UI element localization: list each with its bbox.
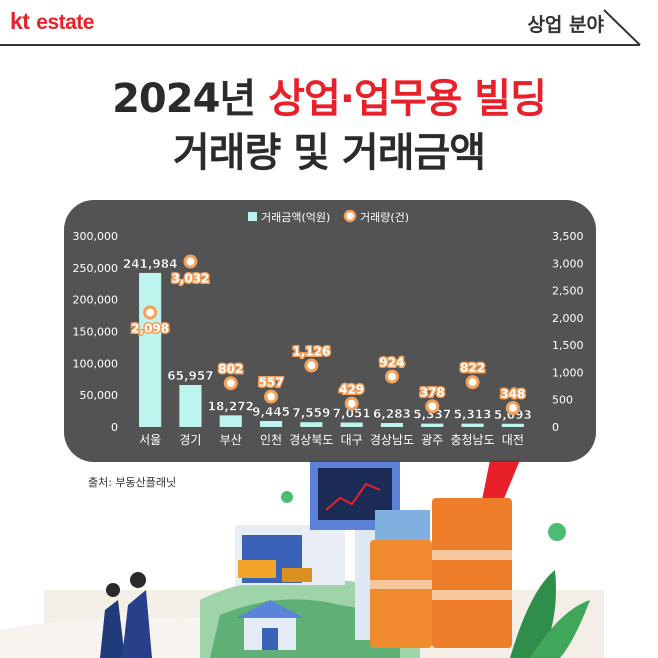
chart-legend: 거래금액(억원) 거래량(건) (248, 209, 409, 224)
title-year: 2024년 (112, 76, 269, 122)
scatter-point (183, 254, 198, 269)
category-label: 부산 (220, 433, 242, 447)
bar-value-label: 6,283 (373, 407, 411, 421)
scatter-point (344, 396, 359, 411)
scatter-point (425, 399, 440, 414)
bar (340, 422, 363, 427)
right-tick-label: 500 (552, 394, 573, 407)
scatter-point (143, 305, 158, 320)
scatter-point (304, 358, 319, 373)
bar-value-label: 241,984 (123, 257, 178, 271)
category-label: 충청남도 (450, 433, 494, 447)
category-labels: 서울 경기 부산 인천 경상북도 대구 경상남도 광주 충청남도 대전 (139, 432, 524, 447)
scatter-value-label: 3,032 (171, 272, 209, 286)
scatter-value-label: 2,098 (131, 322, 169, 336)
bar (300, 422, 323, 427)
logo-estate: estate (36, 11, 94, 34)
scatter-value-label: 348 (500, 387, 525, 401)
left-tick-label: 250,000 (73, 262, 119, 275)
right-tick-label: 2,000 (552, 312, 584, 325)
legend-bar-swatch (248, 212, 257, 221)
legend-bar-label: 거래금액(억원) (261, 211, 330, 224)
title-highlight: 상업·업무용 빌딩 (268, 76, 547, 122)
bar-value-label: 7,559 (292, 406, 330, 420)
category-label: 서울 (139, 433, 161, 447)
header: kt estate 상업 분야 (0, 0, 658, 46)
right-axis: 0 500 1,000 1,500 2,000 2,500 3,000 3,500 (552, 230, 584, 434)
left-tick-label: 150,000 (73, 326, 119, 339)
right-tick-label: 2,500 (552, 285, 584, 298)
bar (219, 415, 242, 427)
scatter-value-label: 557 (259, 376, 284, 390)
left-tick-label: 200,000 (73, 294, 119, 307)
bar-value-label: 9,445 (252, 405, 290, 419)
scatter-value-label: 822 (460, 361, 485, 375)
scatter-value-label: 924 (379, 356, 404, 370)
legend-scatter-label: 거래량(건) (360, 211, 409, 224)
category-label: 경기 (179, 433, 201, 447)
category-label: 광주 (421, 433, 443, 447)
left-axis: 0 50,000 100,000 150,000 200,000 250,000 300,0… (73, 230, 119, 434)
scatter-series (143, 254, 520, 416)
left-tick-label: 100,000 (73, 357, 119, 370)
category-label: 경상북도 (289, 433, 333, 447)
bar (139, 272, 162, 427)
right-tick-label: 1,500 (552, 339, 584, 352)
scatter-value-label: 1,126 (292, 345, 330, 359)
page-title: 2024년 상업·업무용 빌딩 거래량 및 거래금액 (0, 72, 658, 180)
header-corner-decoration (603, 9, 641, 46)
bar (179, 385, 202, 427)
logo-kt: kt (10, 8, 30, 34)
right-tick-label: 1,000 (552, 366, 584, 379)
header-divider (0, 44, 620, 46)
bar (421, 423, 444, 427)
kt-estate-logo: kt estate (10, 8, 94, 35)
bar-value-label: 5,337 (413, 408, 451, 422)
scatter-value-label: 802 (218, 362, 243, 376)
left-tick-label: 0 (111, 421, 118, 434)
bar (259, 420, 283, 427)
bar-value-label: 5,313 (454, 408, 492, 422)
left-tick-label: 50,000 (80, 389, 119, 402)
bar (380, 422, 404, 427)
bar-series (139, 272, 524, 427)
left-tick-label: 300,000 (73, 230, 119, 243)
section-label: 상업 분야 (527, 14, 604, 36)
bar-value-label: 18,272 (208, 399, 254, 413)
scatter-point (505, 401, 520, 416)
legend-scatter-swatch (343, 209, 357, 223)
scatter-point (264, 389, 279, 404)
bar-value-label: 7,051 (333, 407, 371, 421)
right-tick-label: 3,500 (552, 230, 584, 243)
category-label: 경상남도 (370, 433, 414, 447)
title-line2: 거래량 및 거래금액 (172, 130, 486, 176)
bar-value-label: 65,957 (167, 369, 213, 383)
bar (461, 423, 484, 427)
scatter-value-label: 378 (420, 385, 445, 399)
right-tick-label: 3,000 (552, 257, 584, 270)
right-tick-label: 0 (552, 421, 559, 434)
category-label: 대구 (341, 433, 363, 447)
source-note: 출처: 부동산플래닛 (88, 476, 177, 489)
scatter-value-label: 429 (339, 383, 364, 397)
scatter-point (465, 375, 480, 390)
category-label: 대전 (502, 433, 524, 447)
title-line1: 2024년 상업·업무용 빌딩 (0, 72, 658, 126)
city-illustration (0, 460, 604, 658)
category-label: 인천 (260, 432, 282, 447)
bar (501, 423, 524, 427)
scatter-point (223, 376, 238, 391)
scatter-point (384, 369, 399, 384)
scatter-value-labels: 2,098 3,032 802 557 1,126 429 924 378 822 348 (130, 270, 527, 402)
